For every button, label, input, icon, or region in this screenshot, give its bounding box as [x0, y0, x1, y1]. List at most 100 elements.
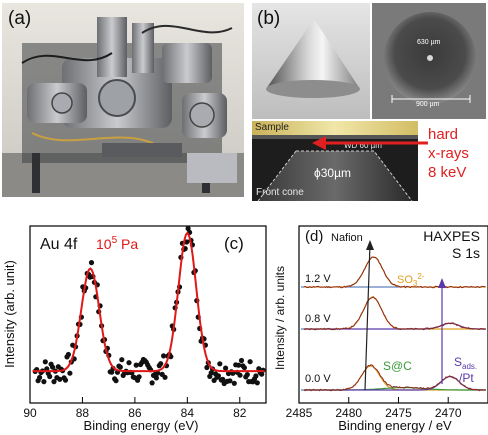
au4f-point — [117, 364, 123, 370]
au4f-point — [126, 360, 132, 366]
apparatus-photo: (a) — [2, 3, 244, 197]
haxpes-tick-label: 2480 — [335, 406, 362, 420]
panel-b-label: (b) — [257, 8, 281, 29]
au4f-fit-curve — [32, 231, 265, 373]
au4f-point — [215, 373, 221, 379]
apparatus-photo-art — [2, 3, 244, 197]
haxpes-title-line1: HAXPES — [423, 228, 480, 244]
haxpes-plot-frame — [298, 225, 488, 404]
cone-sample-photo: Sample WD 60 µm ϕ30µm Front cone — [252, 121, 418, 201]
haxpes-data-trace — [303, 296, 486, 331]
au4f-point — [158, 361, 164, 367]
au4f-point — [88, 260, 95, 266]
au4f-pressure: 105 Pa — [96, 235, 138, 252]
au4f-point — [47, 373, 53, 380]
haxpes-x-ticks: 2485 2480 2475 2470 — [286, 397, 462, 420]
au4f-point — [37, 374, 43, 381]
nafion-label: Nafion — [331, 232, 363, 244]
au4f-title: Au 4f — [40, 236, 78, 253]
au4f-pressure-base: 10 — [96, 236, 112, 252]
au4f-point — [67, 370, 73, 376]
cone-side-photo: (b) — [252, 3, 370, 119]
au4f-point — [65, 351, 71, 358]
au4f-point — [223, 365, 229, 371]
sads-label: Sads. — [454, 355, 477, 371]
au4f-point — [51, 379, 57, 385]
au4f-tick-label: 86 — [128, 406, 142, 420]
panel-d-label: (d) — [305, 228, 323, 245]
au4f-tick-label: 88 — [76, 406, 90, 420]
haxpes-tick-label: 2485 — [286, 406, 313, 420]
au4f-point — [113, 378, 119, 384]
au4f-tick-label: 82 — [233, 406, 247, 420]
au4f-point — [238, 357, 245, 364]
voltage-label-0-8: 0.8 V — [305, 313, 331, 325]
haxpes-chart: 2485 2480 2475 2470 (d) Nafion HAXPES S 1s … — [273, 225, 488, 433]
au4f-point — [241, 365, 247, 371]
haxpes-tick-label: 2470 — [435, 406, 462, 420]
au4f-point — [253, 373, 259, 379]
so3-label-sub: 3 — [413, 279, 418, 288]
sample-gap-art — [252, 121, 418, 201]
sc-label: S@C — [383, 359, 412, 373]
au4f-ylabel: Intensity (arb. unit) — [2, 260, 17, 368]
au4f-point — [220, 376, 226, 382]
aperture-size-label: 630 µm — [417, 39, 441, 46]
cone-art — [252, 3, 370, 119]
haxpes-tick-label: 2475 — [385, 406, 412, 420]
au4f-point — [41, 379, 47, 385]
voltage-label-0-0: 0.0 V — [305, 373, 331, 385]
cone-top-photo: 630 µm 900 µm — [372, 3, 486, 119]
panel-a-label: (a) — [8, 8, 32, 29]
aperture-art — [372, 3, 486, 119]
au4f-point — [149, 380, 155, 386]
working-distance-label: WD 60 µm — [344, 141, 382, 150]
au4f-x-ticks: 90 88 86 84 82 — [23, 397, 247, 420]
au4f-pressure-unit: Pa — [117, 236, 138, 252]
au4f-tick-label: 90 — [23, 406, 37, 420]
au4f-xlabel: Binding energy (eV) — [84, 418, 199, 433]
au4f-point — [227, 378, 233, 384]
nafion-shift-arrow — [364, 243, 371, 391]
au4f-point — [119, 357, 125, 363]
au4f-point — [254, 380, 260, 386]
front-cone-label: Front cone — [256, 187, 304, 198]
au4f-pressure-exp: 5 — [112, 235, 118, 246]
au4f-point — [217, 361, 223, 367]
so3-label-base: SO — [397, 274, 413, 286]
au4f-point — [256, 366, 262, 372]
sads-label-sub: ads. — [462, 362, 477, 371]
haxpes-traces — [301, 256, 486, 392]
so3-label-sup: 2- — [417, 272, 424, 281]
haxpes-title-line2: S 1s — [452, 245, 480, 261]
au4f-point — [237, 372, 243, 378]
au4f-point — [236, 362, 242, 368]
au4f-point — [57, 376, 63, 382]
au4f-point — [50, 364, 56, 370]
xray-label-line3: 8 keV — [428, 164, 467, 181]
sads-arrowhead-icon — [438, 278, 446, 288]
diameter-label: ϕ30µm — [314, 166, 351, 180]
so3-label: SO32- — [397, 272, 425, 288]
au4f-point — [244, 372, 250, 378]
pt-label: /Pt — [459, 371, 474, 385]
haxpes-ylabel: Intensity / arb. units — [273, 266, 287, 370]
cone-width-label: 900 µm — [416, 101, 440, 108]
haxpes-data-trace — [303, 364, 486, 392]
au4f-point — [42, 359, 48, 365]
au4f-point — [62, 377, 69, 383]
au4f-point — [184, 239, 190, 245]
haxpes-xlabel: Binding energy / eV — [338, 418, 452, 433]
au4f-point — [185, 225, 191, 232]
nafion-arrowhead-icon — [366, 240, 374, 250]
sample-label: Sample — [255, 122, 289, 133]
au4f-chart: 90 88 86 84 82 Au 4f 105 Pa (c) Binding ener… — [2, 225, 267, 433]
au4f-tick-label: 84 — [181, 406, 195, 420]
au4f-point — [133, 362, 139, 368]
au4f-point — [204, 364, 210, 371]
au4f-point — [153, 375, 159, 381]
au4f-point — [162, 374, 168, 380]
au4f-point — [247, 359, 253, 365]
au4f-point — [161, 353, 167, 359]
voltage-label-1-2: 1.2 V — [305, 273, 331, 285]
